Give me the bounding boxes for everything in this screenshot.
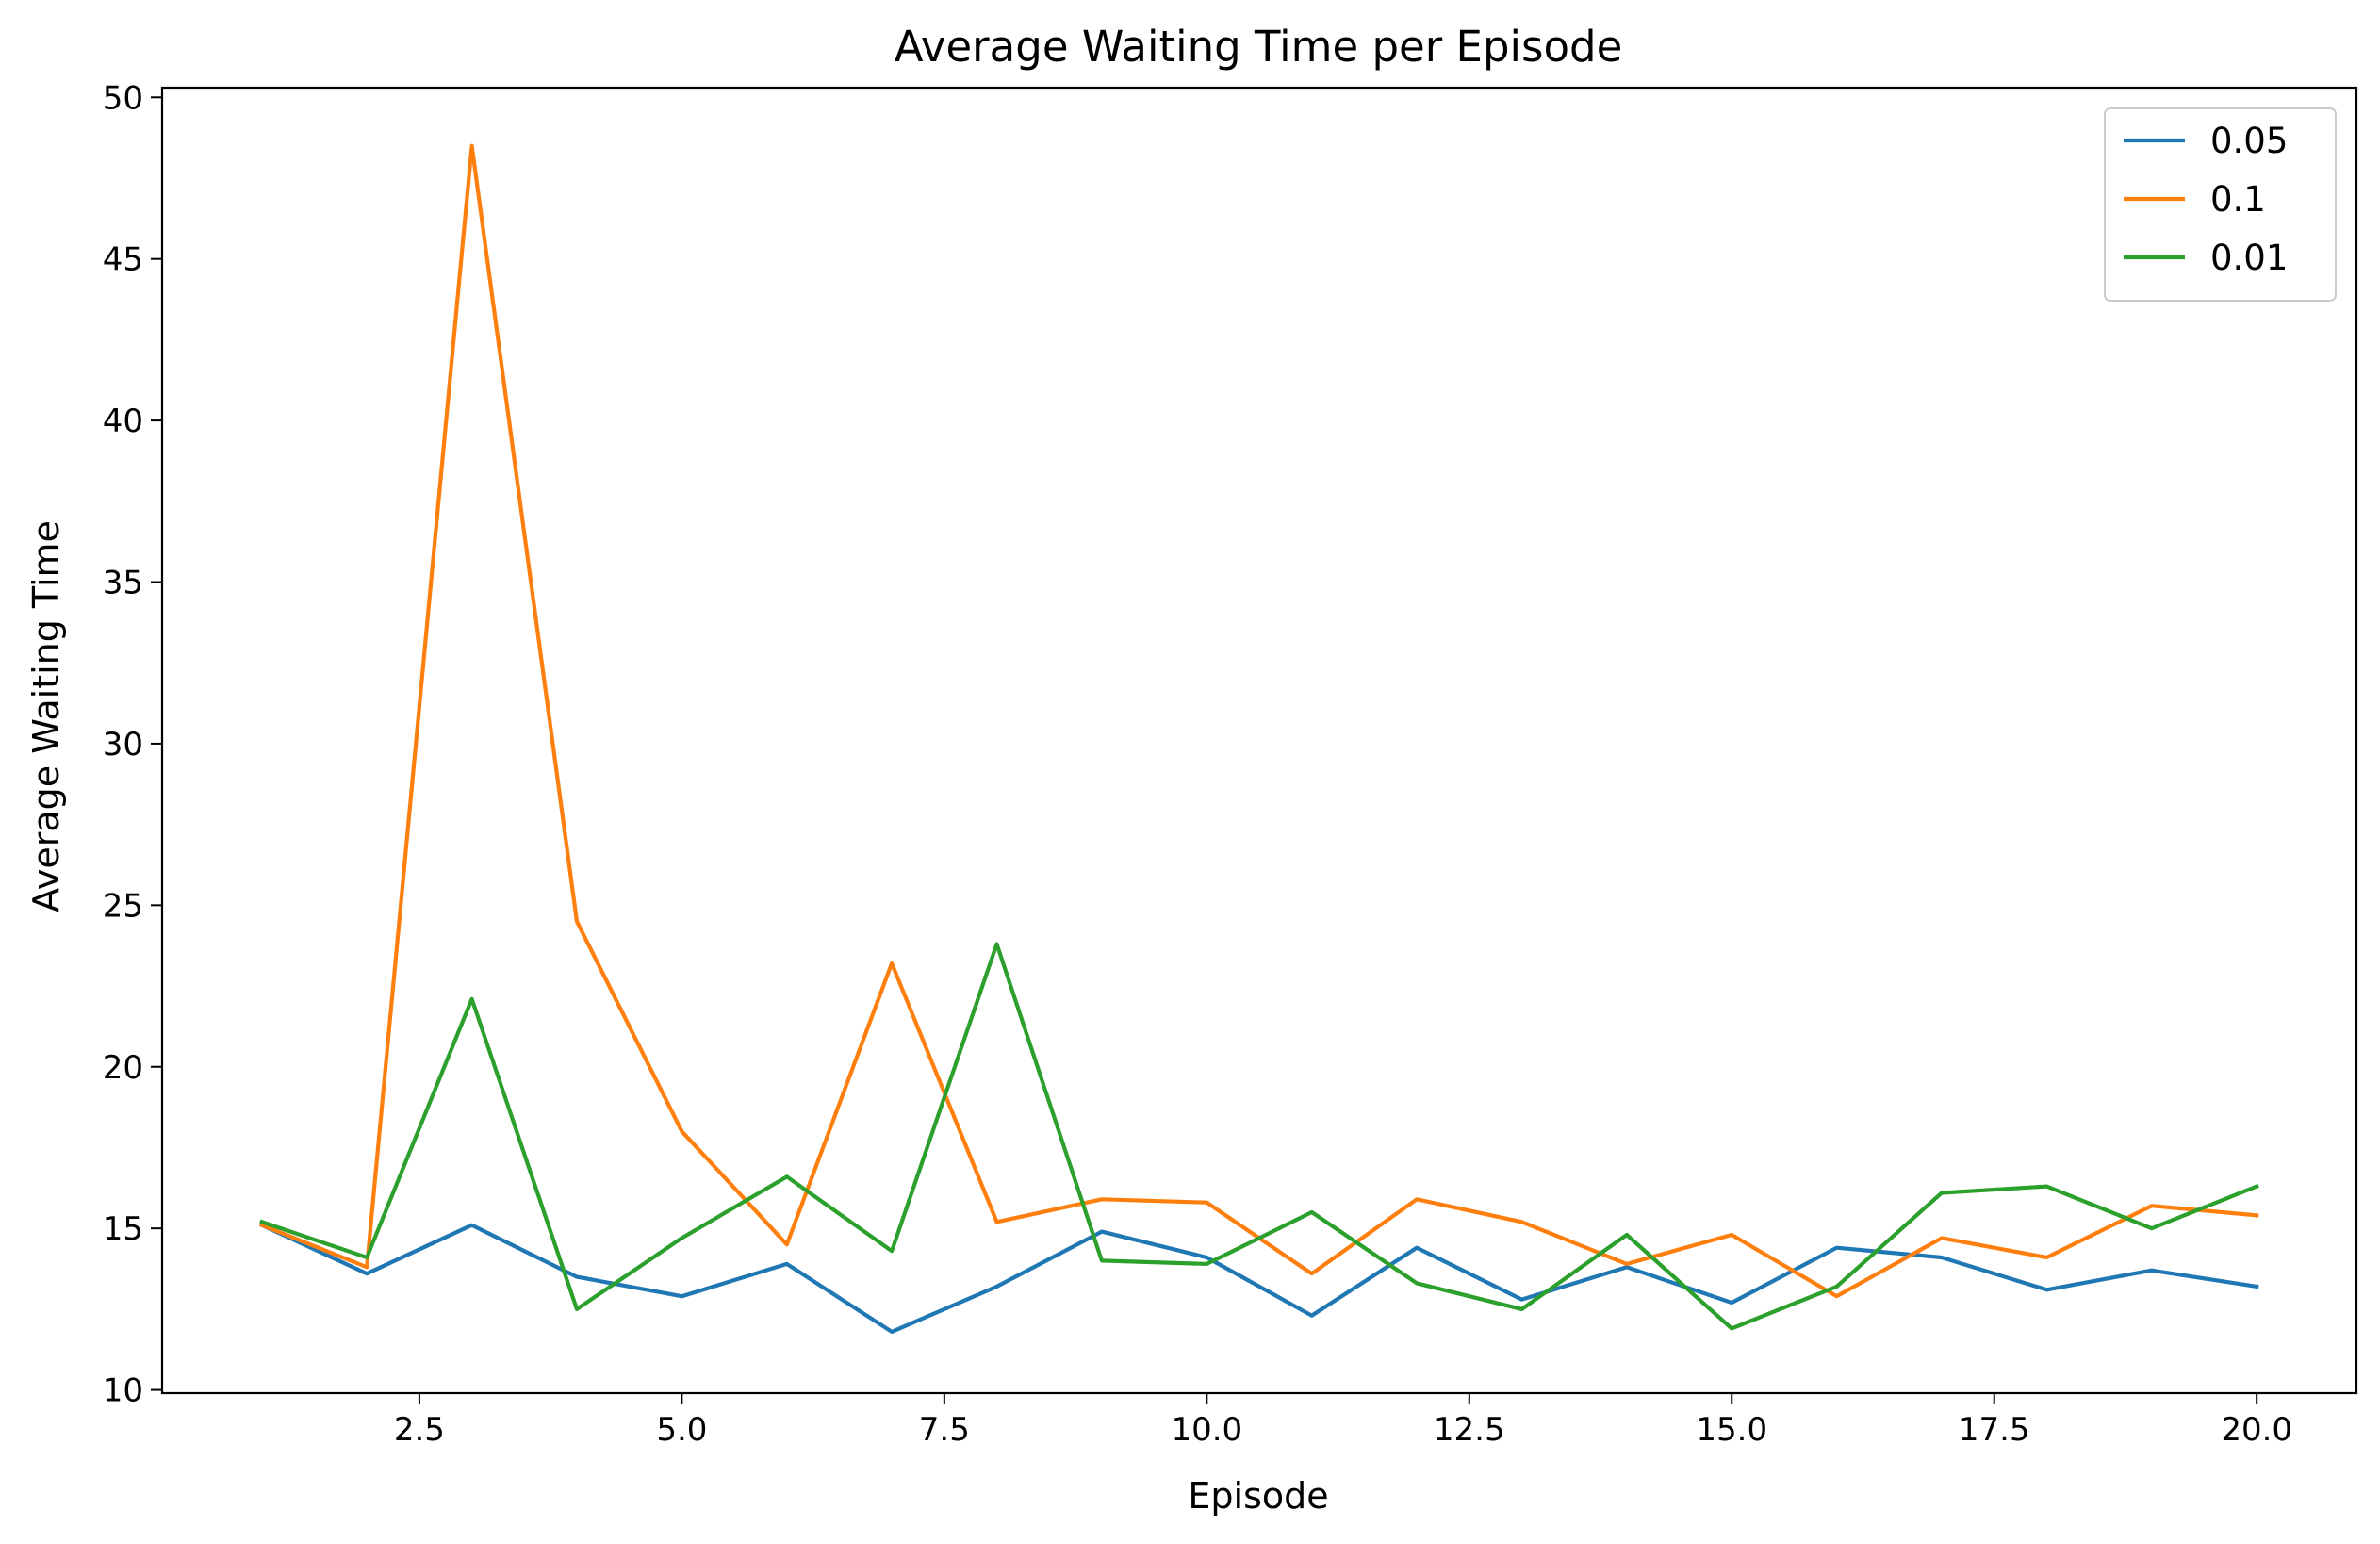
plot-area-frame	[160, 86, 2358, 1395]
legend-entry-label: 0.01	[2210, 238, 2288, 278]
legend-box	[2104, 107, 2337, 302]
x-tick-label: 2.5	[394, 1411, 445, 1449]
y-tick-label: 50	[103, 79, 143, 117]
chart-title: Average Waiting Time per Episode	[895, 22, 1623, 72]
y-axis-ticks: 10 15 20 25 30 35 40 45 50	[103, 79, 162, 1410]
x-tick-label: 17.5	[1959, 1411, 2030, 1449]
y-tick-label: 30	[103, 726, 143, 764]
y-tick-label: 20	[103, 1049, 143, 1087]
y-axis-label: Average Waiting Time	[25, 520, 67, 912]
series-line-0.01	[259, 942, 2259, 1331]
series-line-0.05	[259, 1222, 2259, 1335]
y-tick-label: 45	[103, 241, 143, 279]
y-tick-label: 40	[103, 402, 143, 440]
series-lines	[259, 143, 2259, 1335]
x-tick-label: 15.0	[1696, 1411, 1767, 1449]
y-tick-label: 15	[103, 1210, 143, 1248]
x-tick-label: 10.0	[1171, 1411, 1242, 1449]
y-tick-label: 25	[103, 887, 143, 925]
legend-entry-label: 0.05	[2210, 121, 2288, 161]
x-tick-label: 5.0	[656, 1411, 707, 1449]
x-tick-label: 12.5	[1434, 1411, 1505, 1449]
x-axis-label: Episode	[1188, 1475, 1328, 1517]
y-tick-label: 10	[103, 1372, 143, 1410]
x-axis-ticks: 2.5 5.0 7.5 10.0 12.5 15.0 17.5 20.0	[394, 1393, 2292, 1449]
y-tick-label: 35	[103, 565, 143, 602]
legend-entry-label: 0.1	[2210, 179, 2266, 220]
legend: 0.05 0.1 0.01	[2104, 107, 2337, 302]
x-tick-label: 7.5	[919, 1411, 970, 1449]
x-tick-label: 20.0	[2221, 1411, 2292, 1449]
